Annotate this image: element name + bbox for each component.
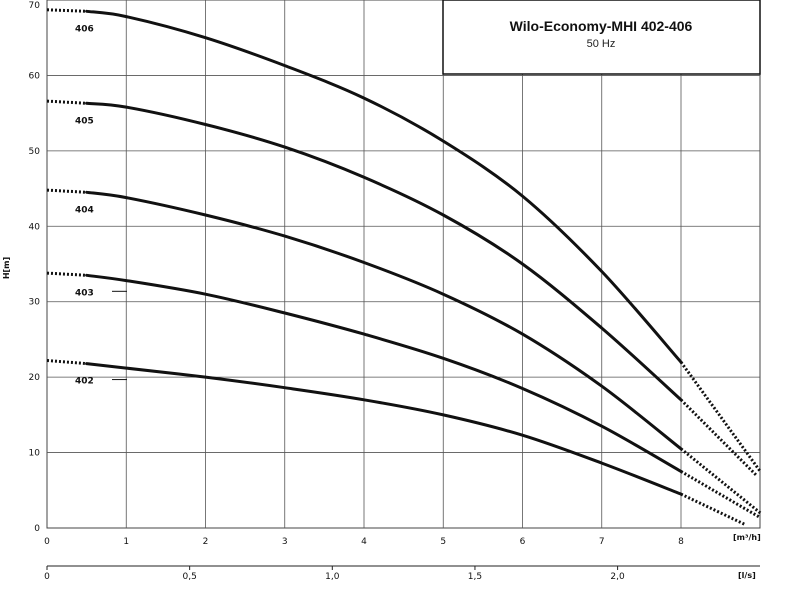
curve-404-dotted-start xyxy=(46,188,87,194)
curve-406 xyxy=(85,9,683,364)
x2-tick-label: 0 xyxy=(44,572,50,582)
curve-404 xyxy=(85,190,683,451)
y-tick-label: 50 xyxy=(29,147,41,157)
curve-402-dotted-end xyxy=(680,492,746,526)
x2-axis-label: [l/s] xyxy=(738,571,756,580)
x-tick-label: 8 xyxy=(678,537,684,547)
title-box-frame xyxy=(442,0,761,75)
curve-label-405: 405 xyxy=(75,116,94,126)
y-tick-label: 60 xyxy=(29,71,41,81)
x-tick-label: 5 xyxy=(440,537,446,547)
chart-subtitle: 50 Hz xyxy=(587,38,616,50)
curve-402-dotted-start xyxy=(46,359,87,366)
curve-405-dotted-start xyxy=(46,99,87,105)
curve-labels: 402 403 404 405 406 xyxy=(75,24,127,387)
curve-403-dotted-end xyxy=(680,470,760,518)
y-tick-label: 70 xyxy=(29,1,41,11)
axes: 0 1 2 3 4 5 6 7 8 0 10 20 30 40 50 60 70 0 0,5 1,0 1,5 2,0 xyxy=(29,1,760,582)
plot-frame xyxy=(46,0,761,529)
chart-title: Wilo-Economy-MHI 402-406 xyxy=(510,18,693,34)
x-axis-label: [m³/h] xyxy=(733,533,761,542)
x2-tick-label: 0,5 xyxy=(182,572,196,582)
y-tick-label: 30 xyxy=(29,298,41,308)
curve-405 xyxy=(85,101,683,402)
x-tick-label: 2 xyxy=(203,537,209,547)
x-tick-label: 4 xyxy=(361,537,367,547)
x-tick-label: 3 xyxy=(282,537,288,547)
x-tick-label: 6 xyxy=(520,537,526,547)
curve-405-dotted-end xyxy=(679,398,758,477)
grid xyxy=(46,0,761,529)
y-tick-label: 10 xyxy=(29,449,41,459)
y-axis-label: H[m] xyxy=(2,257,11,279)
curves xyxy=(46,8,762,526)
curve-402 xyxy=(85,362,683,496)
curve-403 xyxy=(85,273,683,473)
x-tick-label: 0 xyxy=(44,537,50,547)
y-tick-label: 40 xyxy=(29,222,41,232)
x2-tick-label: 2,0 xyxy=(610,572,625,582)
curve-label-406: 406 xyxy=(75,24,94,34)
curve-label-404: 404 xyxy=(75,205,94,215)
title-box: Wilo-Economy-MHI 402-406 50 Hz xyxy=(442,0,761,75)
curve-label-403: 403 xyxy=(75,288,94,298)
curve-403-dotted-start xyxy=(46,271,87,277)
curve-label-402: 402 xyxy=(75,377,94,387)
curve-406-dotted-start xyxy=(46,8,87,13)
curve-406-dotted-end xyxy=(679,361,762,473)
x-tick-label: 7 xyxy=(599,537,605,547)
x2-tick-label: 1,0 xyxy=(325,572,340,582)
y-tick-label: 0 xyxy=(34,524,40,534)
y-tick-label: 20 xyxy=(29,373,41,383)
x-tick-label: 1 xyxy=(123,537,129,547)
x2-tick-label: 1,5 xyxy=(468,572,482,582)
curve-404-dotted-end xyxy=(680,447,762,515)
